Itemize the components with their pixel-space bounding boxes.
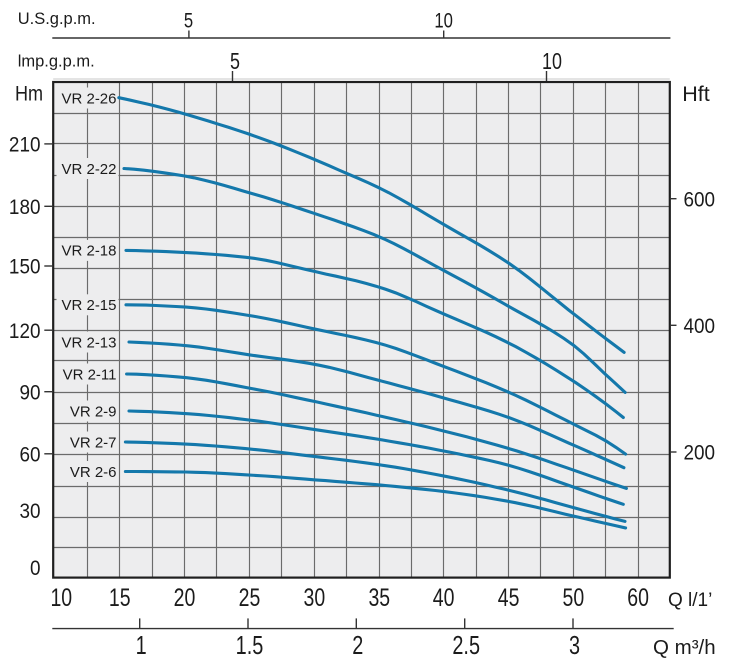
svg-text:VR 2-6: VR 2-6 xyxy=(70,464,117,481)
svg-text:0: 0 xyxy=(30,557,41,580)
svg-text:5: 5 xyxy=(184,10,193,33)
svg-text:150: 150 xyxy=(9,256,41,279)
svg-text:Hm: Hm xyxy=(15,82,43,106)
svg-text:25: 25 xyxy=(239,584,261,612)
svg-text:90: 90 xyxy=(19,381,40,404)
svg-text:30: 30 xyxy=(19,500,40,523)
svg-text:60: 60 xyxy=(627,584,649,612)
svg-text:lmp.g.p.m.: lmp.g.p.m. xyxy=(18,53,95,71)
svg-text:1.5: 1.5 xyxy=(236,631,264,660)
svg-text:20: 20 xyxy=(174,584,196,612)
svg-text:3: 3 xyxy=(569,631,580,660)
svg-text:1: 1 xyxy=(136,631,147,660)
svg-text:60: 60 xyxy=(19,443,40,466)
svg-text:200: 200 xyxy=(684,442,716,465)
svg-text:10: 10 xyxy=(50,584,72,612)
svg-text:Q l/1’: Q l/1’ xyxy=(668,590,712,611)
svg-text:45: 45 xyxy=(498,584,520,612)
svg-text:2.5: 2.5 xyxy=(452,631,480,660)
svg-text:VR 2-11: VR 2-11 xyxy=(63,366,117,383)
svg-text:10: 10 xyxy=(542,49,562,75)
svg-text:600: 600 xyxy=(684,188,716,211)
svg-text:VR 2-15: VR 2-15 xyxy=(61,297,116,314)
svg-text:VR 2-26: VR 2-26 xyxy=(61,90,116,107)
svg-text:40: 40 xyxy=(433,584,455,612)
svg-text:210: 210 xyxy=(9,133,41,156)
svg-text:Hft: Hft xyxy=(682,82,710,106)
svg-text:30: 30 xyxy=(304,584,326,612)
svg-text:10: 10 xyxy=(434,10,453,33)
svg-text:120: 120 xyxy=(9,320,41,343)
svg-text:50: 50 xyxy=(563,584,585,612)
svg-text:VR 2-18: VR 2-18 xyxy=(61,243,116,260)
svg-text:180: 180 xyxy=(9,196,41,219)
svg-text:Q m³/h: Q m³/h xyxy=(653,636,716,659)
svg-text:400: 400 xyxy=(684,315,716,338)
svg-text:2: 2 xyxy=(352,631,363,660)
svg-text:35: 35 xyxy=(368,584,390,612)
svg-text:VR 2-13: VR 2-13 xyxy=(61,334,116,351)
svg-text:VR 2-9: VR 2-9 xyxy=(70,403,117,420)
svg-text:VR 2-22: VR 2-22 xyxy=(61,161,116,178)
svg-text:15: 15 xyxy=(109,584,131,612)
svg-text:U.S.g.p.m.: U.S.g.p.m. xyxy=(18,10,96,28)
svg-text:VR 2-7: VR 2-7 xyxy=(70,434,117,451)
svg-text:5: 5 xyxy=(230,49,240,75)
